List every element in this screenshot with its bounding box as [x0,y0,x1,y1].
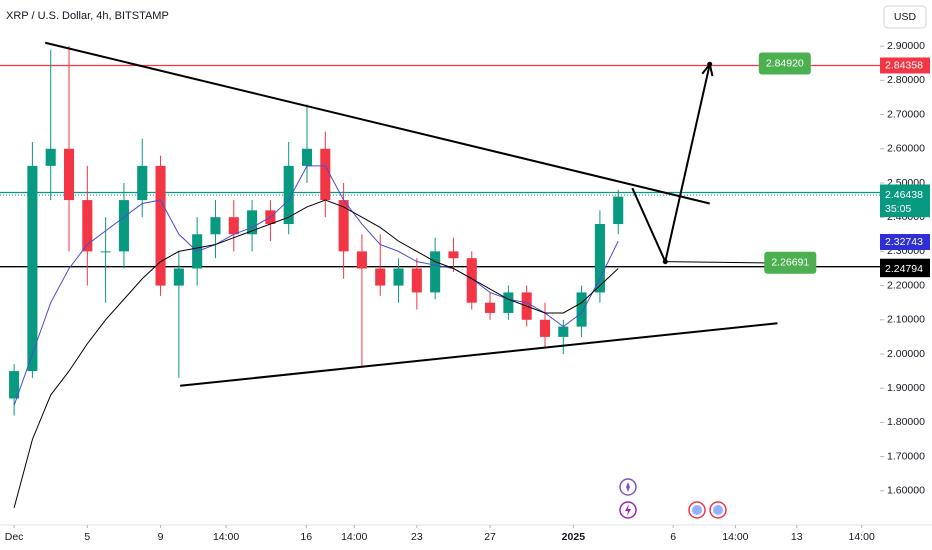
y-tick-label: 2.70000 [887,108,925,120]
candle-body [63,148,75,201]
x-tick-label: Dec [5,531,24,543]
callout-label: 2.84920 [766,57,804,69]
ma-line [13,165,619,406]
callout-box [758,52,811,75]
currency-label[interactable]: USD [894,11,917,23]
event-icons [619,478,727,519]
candle-body [338,200,349,252]
event-glyph [713,505,723,515]
x-tick-label: 27 [484,531,496,543]
candle-body [485,302,496,313]
candle-body [448,251,459,259]
candle-body [613,196,624,225]
candle-body [375,268,386,286]
y-tick-label: 1.70000 [887,450,925,462]
price-label: 2.32743 [885,236,923,248]
candle-body [155,165,166,286]
candle-body [503,292,514,313]
candle-body [9,371,20,399]
x-tick-label: 23 [411,531,423,543]
price-label-box [880,57,930,74]
x-tick-label: 2025 [562,531,586,543]
price-label-box [880,261,930,278]
candle-body [45,148,56,166]
candle-body [594,224,605,293]
x-tick-label: 14:00 [341,531,367,543]
candle-body [228,217,239,235]
y-tick-label: 2.10000 [887,314,925,326]
x-tick-label: 13 [791,531,803,543]
price-label: 2.24794 [885,263,923,275]
candle-body [173,268,184,286]
trendline [180,322,778,387]
chart-title: XRP / U.S. Dollar, 4h, BITSTAMP [6,10,169,22]
y-tick-label: 2.90000 [887,40,925,52]
y-tick-label: 2.60000 [887,143,925,155]
candle-body [558,326,569,337]
trendline [665,261,771,264]
event-glyph [626,482,630,492]
x-tick-label: 6 [670,531,676,543]
currency-button[interactable] [883,5,927,29]
candle-body [356,251,367,269]
projection-arrow [631,64,711,265]
event-glyph [692,505,702,515]
y-tick-label: 1.60000 [887,485,925,497]
candle-body [430,251,441,293]
price-label-box [880,187,930,218]
candle-body [539,319,551,337]
candle-body [393,268,404,286]
y-tick-label: 1.90000 [887,382,925,394]
y-tick-label: 2.20000 [887,279,925,291]
x-tick-label: 14:00 [213,531,239,543]
price-label-box [880,234,930,251]
y-tick-label: 2.80000 [887,74,925,86]
price-label: 2.46438 [885,189,923,201]
candle-body [247,210,258,235]
candle-body [283,165,294,225]
candle-body [100,251,111,253]
candle-body [137,165,148,201]
candle-body [210,217,221,235]
overlay: 2.849202.266912.843582.472162.255202.464… [44,41,930,387]
candle-body [411,268,422,293]
x-tick-label: 14:00 [722,531,748,543]
candle-body [301,148,313,166]
event-glyph [625,504,631,516]
callout-label: 2.26691 [771,256,809,268]
candle-body [118,200,129,252]
callout-box [764,251,817,274]
trendline [44,41,710,205]
x-tick-label: 5 [84,531,90,543]
candle-body [27,165,38,372]
y-tick-label: 2.00000 [887,348,925,360]
candle-body [576,292,587,327]
candle-body [466,258,477,303]
countdown-label: 35:05 [885,203,911,215]
x-tick-label: 16 [300,531,312,543]
x-tick-label: 14:00 [849,531,875,543]
candle-body [82,200,93,252]
candle-body [320,148,331,201]
anchor-point [707,61,713,67]
anchor-point [662,259,668,265]
ma-line [13,199,619,509]
plot: 1.60000 1.70000 1.80000 1.90000 2.00000 2.100… [0,40,925,543]
y-tick-label: 1.80000 [887,416,925,428]
price-label: 2.84358 [885,59,923,71]
x-tick-label: 9 [158,531,164,543]
